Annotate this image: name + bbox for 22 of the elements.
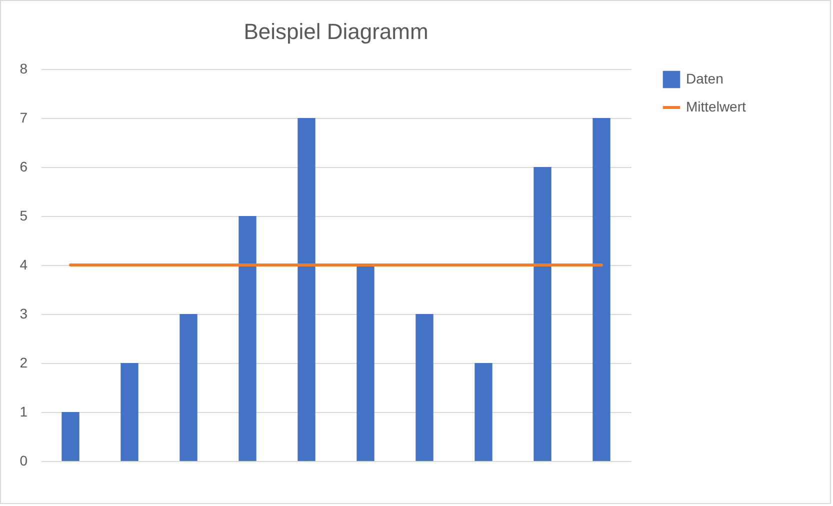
bar bbox=[120, 363, 138, 461]
y-tick-label: 4 bbox=[20, 256, 28, 272]
bar bbox=[592, 118, 610, 461]
bar bbox=[356, 265, 374, 461]
bar bbox=[180, 314, 198, 461]
bar bbox=[298, 118, 316, 461]
bar bbox=[474, 363, 492, 461]
y-tick-label: 5 bbox=[20, 208, 28, 224]
chart-title: Beispiel Diagramm bbox=[244, 19, 428, 44]
legend-label: Mittelwert bbox=[686, 98, 746, 114]
y-tick-label: 7 bbox=[20, 110, 28, 126]
y-tick-label: 8 bbox=[20, 60, 28, 76]
bar bbox=[238, 216, 256, 461]
y-tick-label: 0 bbox=[20, 452, 28, 468]
bar bbox=[62, 412, 80, 461]
y-tick-label: 1 bbox=[20, 404, 28, 420]
y-tick-label: 6 bbox=[20, 158, 28, 174]
y-tick-label: 3 bbox=[20, 306, 28, 322]
bar bbox=[416, 314, 434, 461]
bar bbox=[534, 167, 552, 461]
legend-label: Daten bbox=[686, 70, 724, 86]
y-tick-label: 2 bbox=[20, 354, 28, 370]
